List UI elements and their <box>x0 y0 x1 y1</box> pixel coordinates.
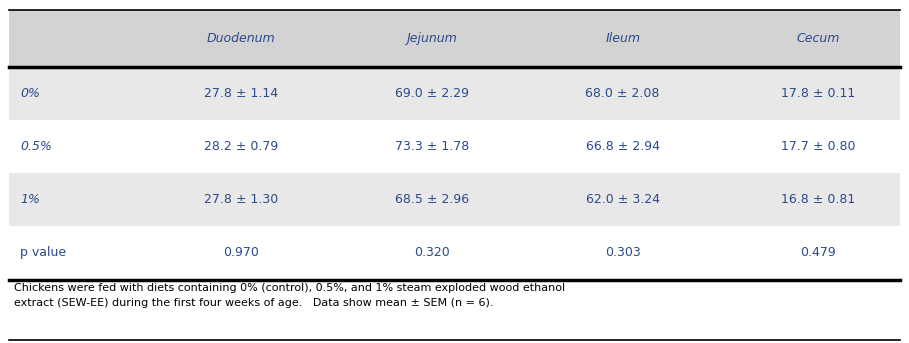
Text: 27.8 ± 1.14: 27.8 ± 1.14 <box>204 87 278 100</box>
Text: 62.0 ± 3.24: 62.0 ± 3.24 <box>585 193 660 206</box>
Bar <box>9 67 900 120</box>
Text: 17.7 ± 0.80: 17.7 ± 0.80 <box>781 140 855 153</box>
Text: 0.5%: 0.5% <box>20 140 52 153</box>
Text: 0.479: 0.479 <box>800 247 836 259</box>
Text: 27.8 ± 1.30: 27.8 ± 1.30 <box>204 193 278 206</box>
Text: Chickens were fed with diets containing 0% (control), 0.5%, and 1% steam explode: Chickens were fed with diets containing … <box>14 283 564 308</box>
Text: 16.8 ± 0.81: 16.8 ± 0.81 <box>781 193 855 206</box>
Text: 66.8 ± 2.94: 66.8 ± 2.94 <box>585 140 660 153</box>
Text: 68.5 ± 2.96: 68.5 ± 2.96 <box>395 193 469 206</box>
Text: 0.303: 0.303 <box>604 247 641 259</box>
Bar <box>9 120 900 173</box>
Text: 0%: 0% <box>20 87 40 100</box>
Text: 28.2 ± 0.79: 28.2 ± 0.79 <box>204 140 278 153</box>
Text: Jejunum: Jejunum <box>406 32 457 45</box>
Bar <box>9 226 900 280</box>
Text: Cecum: Cecum <box>796 32 840 45</box>
Text: Ileum: Ileum <box>605 32 640 45</box>
Text: 1%: 1% <box>20 193 40 206</box>
Bar <box>9 10 900 67</box>
Text: 68.0 ± 2.08: 68.0 ± 2.08 <box>585 87 660 100</box>
Text: p value: p value <box>20 247 66 259</box>
Text: 0.320: 0.320 <box>414 247 450 259</box>
Text: 69.0 ± 2.29: 69.0 ± 2.29 <box>395 87 469 100</box>
Text: Duodenum: Duodenum <box>206 32 275 45</box>
Bar <box>9 280 900 340</box>
Bar <box>9 173 900 226</box>
Text: 0.970: 0.970 <box>223 247 259 259</box>
Text: 17.8 ± 0.11: 17.8 ± 0.11 <box>781 87 855 100</box>
Text: 73.3 ± 1.78: 73.3 ± 1.78 <box>395 140 469 153</box>
